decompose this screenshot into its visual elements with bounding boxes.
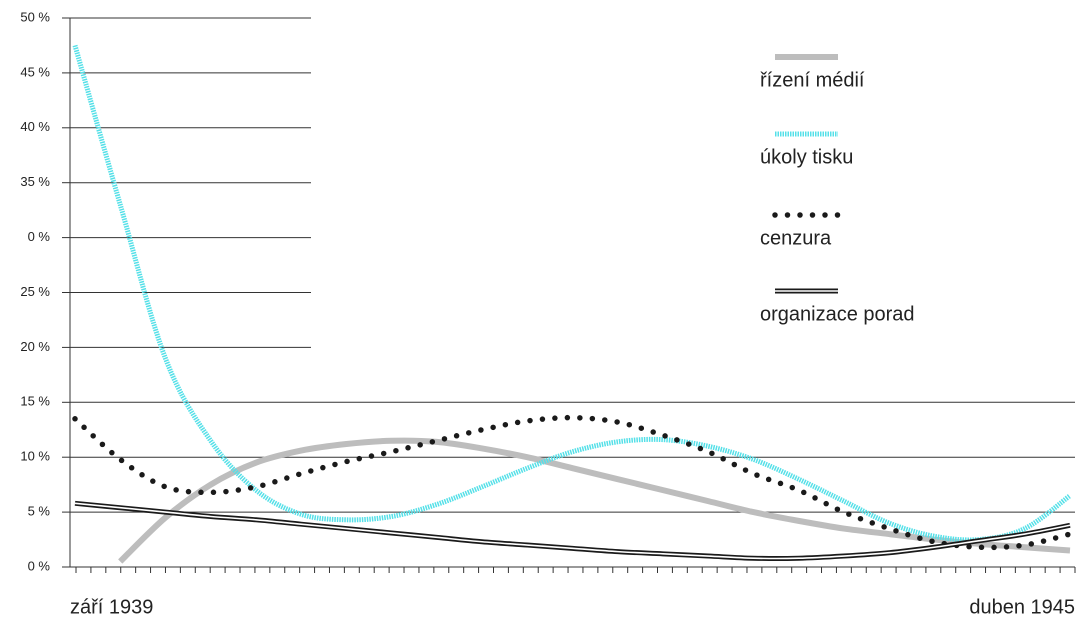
series-line bbox=[72, 414, 1073, 551]
y-tick-label: 50 % bbox=[20, 9, 50, 24]
y-tick-label: 25 % bbox=[20, 284, 50, 299]
x-tick-label: duben 1945 bbox=[969, 596, 1075, 618]
series-line-inner bbox=[74, 502, 1071, 560]
series-line bbox=[72, 44, 1072, 543]
x-tick-label: září 1939 bbox=[70, 596, 153, 618]
series-line bbox=[74, 500, 1071, 561]
legend-background bbox=[311, 13, 1077, 358]
legend-label: řízení médií bbox=[760, 69, 865, 91]
legend-label: organizace porad bbox=[760, 303, 915, 325]
y-tick-label: 10 % bbox=[20, 449, 50, 464]
y-tick-label: 5 % bbox=[28, 504, 51, 519]
y-tick-label: 0 % bbox=[28, 229, 51, 244]
y-tick-label: 45 % bbox=[20, 64, 50, 79]
y-tick-label: 15 % bbox=[20, 394, 50, 409]
legend-label: cenzura bbox=[760, 227, 832, 249]
series-line bbox=[118, 437, 1071, 564]
y-tick-label: 35 % bbox=[20, 174, 50, 189]
y-tick-label: 40 % bbox=[20, 119, 50, 134]
legend-label: úkoly tisku bbox=[760, 146, 853, 168]
y-tick-label: 20 % bbox=[20, 339, 50, 354]
y-tick-label: 0 % bbox=[28, 558, 51, 573]
